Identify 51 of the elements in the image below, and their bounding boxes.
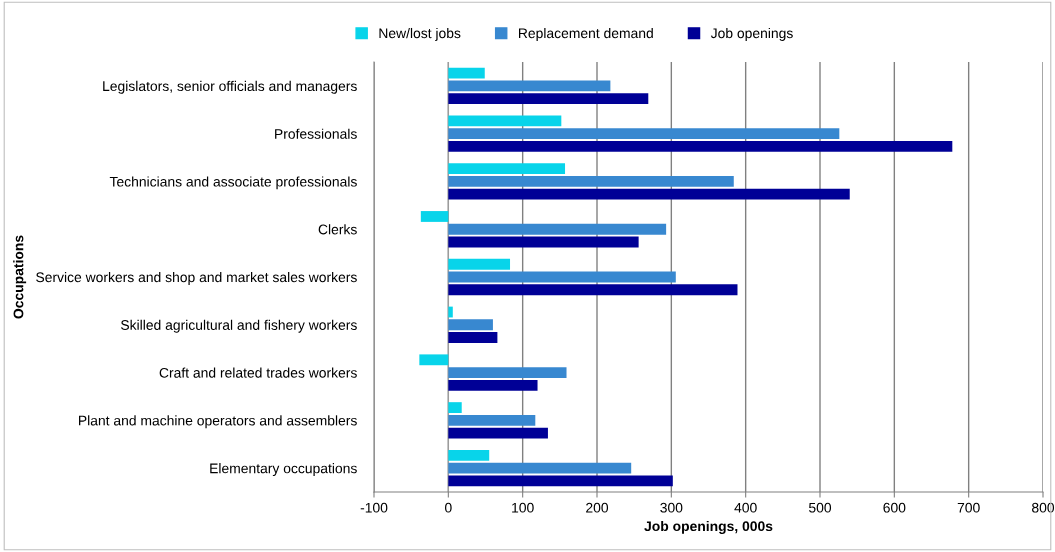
bar (448, 258, 511, 270)
bar (448, 414, 536, 426)
bar (448, 449, 490, 461)
bar (448, 223, 667, 235)
y-tick-label: Technicians and associate professionals (109, 176, 357, 190)
x-tick-label: 300 (660, 502, 683, 513)
y-axis-title: Occupations (13, 235, 27, 319)
legend-label: Job openings (710, 27, 793, 41)
y-tick-label: Clerks (318, 224, 357, 235)
bar (448, 462, 632, 474)
x-tick-label: 100 (512, 502, 534, 513)
bar (419, 354, 449, 366)
x-tick-label: 400 (734, 502, 757, 513)
bar (448, 93, 649, 105)
legend-label: Replacement demand (519, 27, 653, 41)
bar (448, 128, 840, 140)
y-tick-label: Skilled agricultural and fishery workers (121, 319, 357, 333)
bar (448, 67, 485, 79)
x-tick-label: 200 (586, 502, 609, 513)
x-tick-label: 800 (1032, 502, 1055, 513)
x-tick-label: 500 (808, 502, 832, 513)
y-tick-label: Professionals (275, 128, 357, 139)
bar (448, 475, 673, 487)
x-tick-label: 0 (445, 502, 452, 513)
bar (448, 163, 566, 175)
bar (448, 367, 567, 378)
bar (420, 211, 449, 222)
x-tick-label: -100 (360, 502, 388, 513)
bar (448, 332, 498, 343)
legend-label: New/lost jobs (379, 27, 461, 41)
bar (448, 379, 538, 391)
x-axis-title: Job openings, 000s (644, 520, 773, 534)
bar (448, 284, 738, 296)
x-tick-label: 700 (957, 502, 980, 513)
bar (448, 271, 676, 283)
bar (448, 306, 453, 318)
bar (448, 115, 562, 127)
bar (448, 188, 850, 200)
y-tick-label: Craft and related trades workers (159, 367, 357, 378)
bar (448, 80, 611, 92)
x-tick-label: 600 (883, 502, 906, 513)
bar (448, 319, 493, 331)
bar (448, 402, 462, 414)
bar (448, 236, 639, 248)
bar (448, 427, 548, 439)
y-tick-label: Plant and machine operators and assemblers (79, 415, 357, 429)
y-tick-label: Elementary occupations (210, 463, 357, 477)
bar (448, 176, 734, 187)
y-tick-label: Legislators, senior officials and managers (103, 80, 357, 94)
bar (448, 140, 953, 152)
y-tick-label: Service workers and shop and market sales workers (36, 271, 357, 285)
